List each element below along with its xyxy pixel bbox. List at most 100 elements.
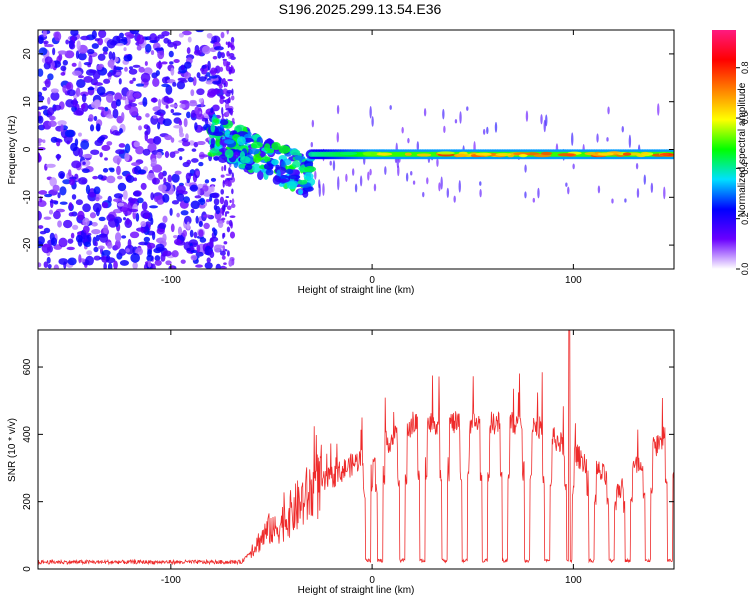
noise-cell <box>95 197 100 202</box>
noise-cell <box>202 185 209 192</box>
noise-cell <box>133 92 141 99</box>
carrier-sidelobe <box>565 182 568 187</box>
noise-cell <box>88 114 94 122</box>
noise-cell <box>57 192 61 199</box>
noise-cell <box>135 212 140 222</box>
noise-cell <box>210 177 217 182</box>
noise-cell <box>120 36 128 43</box>
noise-cell <box>57 120 67 126</box>
noise-cell <box>103 78 111 84</box>
noise-cell <box>221 217 226 221</box>
noise-cell <box>127 238 132 249</box>
transition-cell <box>257 170 264 181</box>
noise-cell <box>198 76 207 82</box>
noise-cell <box>190 254 198 261</box>
noise-cell <box>156 151 163 159</box>
spectrogram-x-ticks: -100 0 100 <box>161 30 582 286</box>
carrier-peak <box>659 152 674 157</box>
noise-cell <box>169 151 176 158</box>
noise-cell <box>183 196 190 204</box>
transition-cell <box>292 160 301 168</box>
transition-cell <box>263 156 271 162</box>
noise-cell <box>103 224 109 235</box>
carrier-sidelobe <box>422 191 425 198</box>
colorbar-tick-label: 0.2 <box>740 212 750 225</box>
noise-cell <box>231 188 234 195</box>
noise-cell <box>141 201 148 211</box>
noise-cell <box>230 64 233 72</box>
carrier-sidelobe <box>596 133 599 143</box>
snr-x-ticks: -100 0 100 <box>161 330 582 586</box>
noise-cell <box>136 197 144 204</box>
carrier-sidelobe <box>611 198 614 204</box>
noise-cell <box>93 186 101 195</box>
noise-cell <box>176 80 186 90</box>
noise-cell <box>101 201 109 209</box>
transition-cell <box>244 163 253 171</box>
noise-cell <box>66 246 75 251</box>
noise-cell <box>38 236 45 245</box>
carrier-sidelobe <box>405 172 409 182</box>
transition-cell <box>271 142 281 150</box>
carrier-sidelobe <box>401 126 404 134</box>
noise-cell <box>157 34 165 39</box>
y-tick-label: 20 <box>22 48 33 60</box>
noise-cell <box>107 72 113 77</box>
noise-cell <box>222 179 225 188</box>
noise-cell <box>188 140 195 146</box>
noise-cell <box>221 266 228 269</box>
noise-cell <box>129 30 140 35</box>
colorbar-tick-label: 0.6 <box>740 112 750 125</box>
noise-cell <box>107 59 115 68</box>
x-tick-label: -100 <box>161 575 181 586</box>
carrier-sidelobe <box>407 137 410 144</box>
noise-cell <box>194 122 198 131</box>
noise-cell <box>224 212 227 217</box>
noise-cell <box>223 262 227 265</box>
noise-cell <box>165 104 169 109</box>
noise-cell <box>39 230 47 235</box>
noise-cell <box>180 64 186 71</box>
noise-cell <box>174 43 178 50</box>
noise-cell <box>73 110 84 116</box>
noise-cell <box>85 255 94 266</box>
noise-cell <box>142 148 151 156</box>
noise-cell <box>172 112 182 116</box>
noise-cell <box>210 88 221 95</box>
noise-cell <box>130 252 141 263</box>
transition-cell <box>210 137 215 147</box>
noise-cell <box>226 205 232 211</box>
transition-cell <box>212 118 219 124</box>
carrier-sidelobe <box>524 164 527 173</box>
noise-cell <box>56 153 60 161</box>
figure-title: S196.2025.299.13.54.E36 <box>279 1 442 17</box>
transition-cell <box>209 148 220 154</box>
transition-cell <box>279 178 290 183</box>
noise-cell <box>80 103 86 109</box>
carrier-sidelobe <box>537 187 540 199</box>
noise-cell <box>119 259 130 266</box>
noise-cell <box>193 49 202 56</box>
noise-cell <box>190 200 201 210</box>
noise-cell <box>152 135 162 145</box>
noise-cell <box>83 241 92 248</box>
transition-cell <box>303 172 314 181</box>
noise-cell <box>80 35 90 41</box>
noise-cell <box>221 106 224 115</box>
noise-cell <box>83 62 92 66</box>
noise-cell <box>49 200 59 204</box>
noise-cell <box>125 217 130 225</box>
noise-cell <box>229 199 232 204</box>
carrier-sidelobe <box>458 180 461 193</box>
noise-cell <box>77 210 85 221</box>
noise-cell <box>228 108 232 113</box>
carrier-sidelobe <box>351 168 355 176</box>
noise-cell <box>93 255 101 261</box>
carrier-sidelobe <box>607 106 610 115</box>
noise-cell <box>125 175 135 183</box>
noise-cell <box>135 83 145 87</box>
noise-cell <box>93 246 99 253</box>
spectrogram-heatmap <box>38 30 674 269</box>
noise-cell <box>157 49 165 60</box>
noise-cell <box>199 237 207 243</box>
